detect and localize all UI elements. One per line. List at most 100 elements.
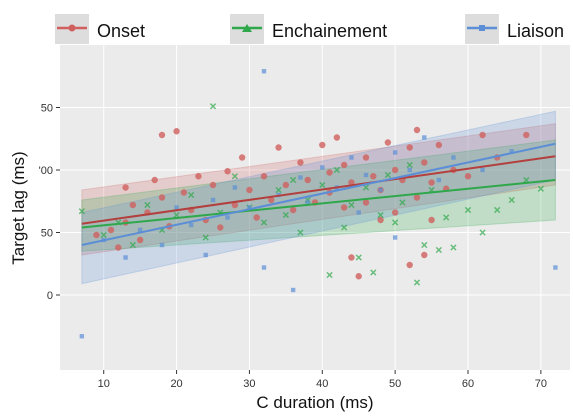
- data-point: [217, 224, 224, 231]
- data-point: [399, 199, 406, 206]
- data-point: [319, 141, 326, 149]
- data-point: [326, 169, 333, 176]
- data-point: [304, 176, 311, 184]
- data-point: [195, 173, 202, 180]
- data-point: [340, 204, 348, 211]
- data-point: [406, 144, 413, 151]
- data-point: [428, 179, 435, 186]
- data-point: [341, 224, 348, 231]
- data-point: [137, 227, 143, 233]
- data-point: [356, 210, 361, 215]
- data-point: [363, 172, 369, 178]
- data-point: [362, 154, 370, 161]
- data-point: [413, 126, 421, 134]
- data-point: [480, 167, 485, 173]
- data-point: [209, 181, 217, 189]
- data-point: [203, 252, 208, 258]
- legend: Onset Enchainement Liaison: [55, 14, 564, 44]
- data-point: [435, 246, 442, 254]
- data-point: [123, 255, 128, 260]
- fit-line: [81, 179, 556, 229]
- data-point: [333, 134, 341, 141]
- fit-line: [81, 155, 556, 225]
- data-point: [428, 216, 435, 224]
- data-point: [391, 209, 399, 216]
- y-axis-ticks: 0 50 '00 50: [39, 103, 60, 302]
- data-point: [333, 166, 340, 174]
- data-point: [355, 254, 362, 261]
- data-point: [421, 251, 428, 259]
- data-point: [479, 131, 486, 139]
- data-point: [377, 216, 384, 224]
- y-axis-label: Target lag (ms): [9, 151, 28, 264]
- data-point: [523, 176, 530, 184]
- data-point: [320, 165, 325, 170]
- data-point: [413, 194, 421, 201]
- data-point: [188, 222, 194, 228]
- data-point: [129, 201, 137, 209]
- data-point: [180, 189, 188, 196]
- data-point: [422, 135, 427, 140]
- data-point: [406, 161, 413, 169]
- x-tick-label: 60: [462, 378, 474, 390]
- legend-label: Liaison: [507, 21, 564, 41]
- data-point: [537, 185, 544, 192]
- data-point: [319, 181, 326, 189]
- y-tick-label: 50: [41, 103, 53, 115]
- legend-label: Enchainement: [272, 21, 387, 41]
- legend-key-marker: [479, 25, 485, 31]
- data-point: [174, 205, 179, 210]
- data-point: [421, 241, 428, 249]
- data-point: [451, 155, 456, 160]
- data-point: [349, 155, 354, 160]
- data-point: [261, 69, 267, 74]
- data-point: [268, 196, 275, 204]
- data-point: [158, 131, 166, 139]
- x-tick-label: 40: [316, 378, 328, 390]
- data-point: [188, 191, 195, 199]
- y-tick-label: 0: [47, 290, 53, 302]
- x-axis-label: C duration (ms): [256, 393, 373, 412]
- data-point: [232, 185, 238, 190]
- legend-key-marker: [68, 24, 76, 32]
- data-point: [297, 229, 304, 236]
- data-point: [144, 201, 151, 209]
- data-point: [421, 159, 428, 166]
- data-point: [159, 242, 165, 248]
- data-point: [378, 187, 383, 193]
- data-point: [210, 197, 216, 203]
- data-point: [391, 166, 399, 174]
- confidence-band: [81, 139, 556, 252]
- data-point: [290, 176, 297, 184]
- data-point: [260, 219, 268, 226]
- data-point: [209, 103, 217, 110]
- data-point: [392, 235, 398, 240]
- data-point: [326, 271, 333, 279]
- data-point: [450, 244, 457, 251]
- data-point: [508, 196, 515, 204]
- data-points: [78, 69, 558, 339]
- data-point: [136, 236, 144, 244]
- data-point: [305, 200, 310, 205]
- x-tick-label: 70: [535, 378, 547, 390]
- data-point: [100, 231, 107, 239]
- x-tick-label: 10: [98, 378, 110, 390]
- data-point: [407, 167, 412, 173]
- data-point: [297, 159, 304, 166]
- data-point: [553, 265, 558, 270]
- data-point: [275, 186, 282, 194]
- data-point: [282, 211, 289, 219]
- data-point: [238, 154, 246, 161]
- data-point: [370, 269, 377, 276]
- data-point: [384, 139, 392, 146]
- data-point: [392, 150, 398, 155]
- x-tick-label: 30: [243, 378, 255, 390]
- data-point: [509, 149, 514, 154]
- data-point: [362, 199, 370, 206]
- data-point: [413, 279, 421, 286]
- data-point: [355, 273, 362, 280]
- data-point: [151, 176, 158, 184]
- data-point: [348, 254, 355, 261]
